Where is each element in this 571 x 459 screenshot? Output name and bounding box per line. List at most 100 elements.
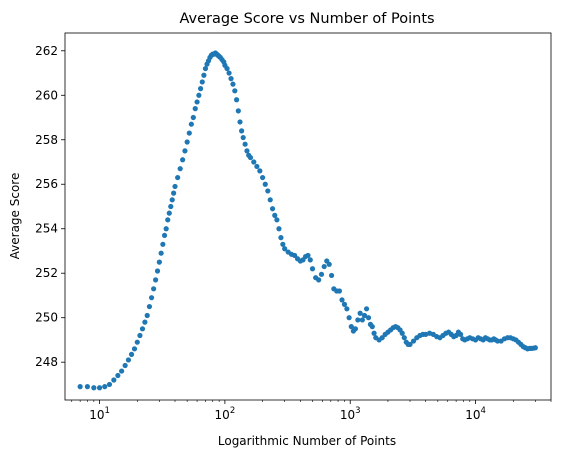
- data-point: [458, 331, 464, 337]
- data-point: [316, 277, 322, 283]
- data-point: [267, 197, 273, 203]
- data-point: [128, 351, 135, 357]
- x-axis-label: Logarithmic Number of Points: [218, 434, 396, 448]
- data-point: [153, 277, 159, 283]
- data-point: [262, 181, 268, 187]
- data-point: [326, 261, 332, 267]
- data-point: [111, 377, 117, 383]
- chart-title: Average Score vs Number of Points: [179, 11, 434, 27]
- data-point: [242, 141, 248, 147]
- y-tick-label: 260: [35, 88, 58, 102]
- data-point: [282, 246, 288, 252]
- data-point: [182, 148, 188, 154]
- data-point: [197, 86, 204, 92]
- data-point: [235, 108, 241, 114]
- data-point: [399, 330, 405, 336]
- data-point: [230, 81, 236, 87]
- data-point: [240, 134, 246, 141]
- data-point: [131, 346, 138, 352]
- data-point: [146, 303, 153, 310]
- x-tick-label: 101: [89, 406, 110, 422]
- data-point: [106, 381, 113, 388]
- x-axis: 101 102 103 104: [71, 400, 552, 422]
- data-point: [137, 332, 143, 339]
- data-point: [134, 339, 140, 345]
- data-point: [251, 159, 257, 165]
- data-point: [188, 121, 194, 127]
- y-axis: 248 250 252 254 256 258 260 262: [35, 44, 65, 369]
- data-point: [410, 338, 417, 344]
- data-point: [365, 315, 372, 321]
- data-point: [247, 154, 254, 161]
- y-axis-label: Average Score: [8, 173, 22, 260]
- data-point: [328, 272, 335, 279]
- y-tick-label: 250: [35, 311, 58, 325]
- x-tick-label: 103: [340, 406, 361, 422]
- data-point: [196, 92, 202, 98]
- data-point: [184, 139, 190, 145]
- data-point: [192, 106, 198, 112]
- data-point: [239, 128, 245, 134]
- data-point: [202, 65, 209, 72]
- data-point: [265, 188, 271, 194]
- plot-area: [77, 50, 538, 391]
- data-point: [401, 335, 407, 341]
- data-point: [371, 330, 377, 336]
- data-point: [232, 88, 238, 94]
- data-point: [280, 241, 286, 247]
- data-point: [357, 310, 363, 316]
- data-point: [318, 271, 325, 277]
- data-point: [144, 312, 150, 319]
- data-point: [276, 226, 282, 232]
- data-point: [274, 217, 280, 223]
- data-point: [254, 163, 260, 170]
- data-point: [233, 97, 240, 103]
- data-point: [142, 319, 148, 325]
- data-point: [307, 257, 313, 263]
- data-point: [346, 315, 352, 321]
- data-point: [228, 76, 234, 82]
- data-point: [190, 114, 196, 121]
- data-point: [102, 384, 108, 390]
- data-point: [171, 190, 177, 196]
- data-point: [369, 324, 375, 330]
- data-point: [237, 119, 243, 125]
- data-point: [363, 306, 370, 312]
- x-tick-label: 102: [215, 406, 236, 422]
- data-point: [115, 372, 121, 379]
- data-point: [532, 345, 538, 351]
- data-point: [158, 250, 164, 256]
- data-point: [309, 266, 316, 272]
- data-point: [361, 312, 368, 319]
- x-tick-label: 104: [465, 406, 486, 422]
- data-point: [269, 206, 276, 212]
- data-point: [379, 335, 385, 341]
- data-point: [260, 174, 266, 181]
- data-point: [84, 384, 91, 390]
- data-point: [156, 259, 162, 265]
- y-tick-label: 248: [35, 355, 58, 369]
- data-point: [344, 306, 350, 312]
- data-point: [226, 70, 232, 76]
- y-tick-label: 262: [35, 44, 58, 58]
- data-point: [272, 212, 278, 218]
- data-point: [321, 263, 327, 270]
- y-tick-label: 258: [35, 133, 58, 147]
- data-point: [168, 203, 174, 210]
- data-point: [154, 268, 161, 274]
- data-point: [166, 210, 172, 216]
- y-tick-label: 252: [35, 266, 58, 280]
- data-point: [224, 65, 230, 72]
- data-point: [407, 341, 413, 347]
- data-point: [352, 326, 358, 332]
- data-point: [91, 385, 97, 391]
- data-point: [244, 148, 250, 154]
- data-point: [177, 166, 183, 172]
- data-point: [423, 331, 429, 337]
- data-point: [148, 295, 155, 301]
- data-point: [257, 168, 263, 174]
- data-point: [161, 232, 168, 239]
- data-point: [201, 72, 207, 78]
- plot-frame: [64, 32, 552, 401]
